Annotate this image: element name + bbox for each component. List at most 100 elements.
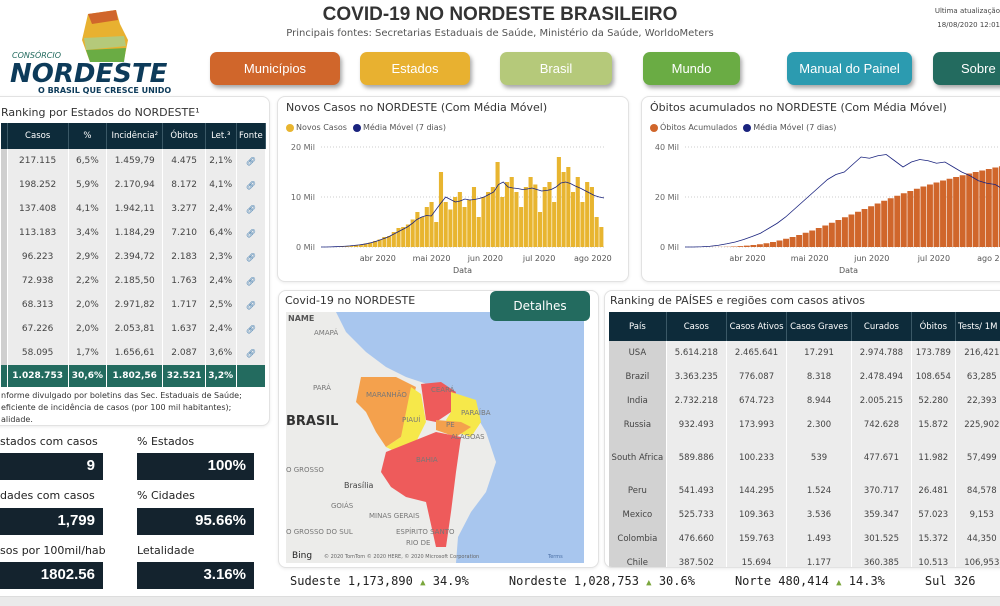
map-label: O GROSSO DO SUL	[286, 528, 353, 536]
map-label: GOIÁS	[331, 501, 354, 510]
map-label: PARAÍBA	[461, 408, 491, 417]
table-cell: 2.170,94	[106, 173, 164, 197]
bar	[391, 232, 396, 247]
x-tick-label: mai 2020	[791, 254, 829, 263]
kpi-label: sos por 100mil/hab	[0, 544, 106, 557]
table-cell: 173.993	[726, 413, 788, 437]
bar	[547, 182, 552, 247]
link-icon[interactable]: 🔗︎	[245, 204, 256, 214]
bar	[504, 182, 510, 247]
column-header[interactable]: Casos	[7, 123, 69, 149]
logo-top-text: CONSÓRCIO	[12, 49, 61, 60]
table-cell: 22,393	[955, 389, 1000, 413]
table-cell: 57.023	[911, 503, 956, 527]
bing-logo: Bing	[292, 551, 312, 561]
bar	[940, 180, 946, 247]
column-header[interactable]: Casos	[666, 312, 727, 341]
table-cell: 387.502	[666, 551, 727, 567]
bar	[519, 207, 524, 247]
table-cell: 1.459,79	[106, 149, 164, 173]
logo-main-text: NORDESTE	[10, 59, 168, 89]
column-header[interactable]: Fonte	[236, 123, 267, 149]
table-cell: 4.475	[162, 149, 206, 173]
table-cell: 742.628	[851, 413, 913, 437]
table-cell: 932.493	[666, 413, 727, 437]
table-cell: 2,3%	[205, 245, 237, 269]
table-cell: 63,285	[955, 365, 1000, 389]
table-cell: 2,1%	[205, 149, 237, 173]
bar	[523, 187, 528, 247]
table-cell: 2.732.218	[666, 389, 727, 413]
column-header[interactable]	[1, 123, 8, 149]
bar	[537, 212, 543, 247]
legend-item: Média Móvel (7 dias)	[743, 123, 836, 132]
column-header[interactable]: Casos Ativos	[726, 312, 788, 341]
nav-brasil-button[interactable]: Brasil	[500, 52, 612, 85]
bar	[528, 177, 533, 247]
column-header[interactable]: Tests/ 1M p	[955, 312, 1000, 341]
y-tick-label: 10 Mil	[291, 193, 315, 202]
table-cell: 57,499	[955, 437, 1000, 479]
link-icon[interactable]: 🔗︎	[245, 324, 256, 334]
nav-mundo-button[interactable]: Mundo	[643, 52, 740, 85]
logo-tagline: O BRASIL QUE CRESCE UNIDO	[38, 86, 171, 95]
details-button[interactable]: Detalhes	[490, 291, 590, 321]
map-label: RIO DE	[406, 539, 430, 547]
bar	[789, 237, 796, 247]
kpi-value: 3.16%	[137, 562, 254, 589]
table-row: South Africa 589.886 100.233 539 477.671 11.9…	[609, 437, 1000, 479]
table-cell: 2,4%	[205, 269, 237, 293]
link-icon[interactable]: 🔗︎	[245, 276, 256, 286]
x-tick-label: jul 2020	[917, 254, 950, 263]
column-header[interactable]: Incidência²	[106, 123, 164, 149]
bar	[770, 242, 776, 247]
footnote: eficiente de incidência de casos (por 10…	[1, 403, 232, 412]
table-cell: 84,578	[955, 479, 1000, 503]
table-cell: 10.513	[911, 551, 956, 567]
states-table: Casos% Incidência² Óbitos Let.³ Fonte 217.115…	[1, 123, 267, 387]
nav-municipios-button[interactable]: Municípios	[210, 52, 340, 85]
column-header[interactable]: Let.³	[205, 123, 237, 149]
link-icon[interactable]: 🔗︎	[245, 252, 256, 262]
kpi-value: 1802.56	[0, 562, 103, 589]
column-header[interactable]: %	[68, 123, 108, 149]
table-cell: 4,1%	[205, 173, 237, 197]
bar	[979, 170, 986, 247]
map-terms-link[interactable]: Terms	[547, 554, 563, 560]
map[interactable]: NAME AMAPÁ PARÁ BRASIL MARANHÃO CEARÁ PI…	[286, 312, 584, 563]
table-cell: 776.087	[726, 365, 788, 389]
page-subtitle: Principais fontes: Secretarias Estaduais…	[286, 28, 714, 39]
table-cell: 1.184,29	[106, 221, 164, 245]
bar	[913, 188, 920, 247]
map-label: CEARÁ	[431, 385, 455, 394]
nav-manual-button[interactable]: Manual do Painel	[787, 52, 912, 85]
y-tick-label: 0 Mil	[296, 243, 315, 252]
kpi-value: 95.66%	[137, 508, 254, 535]
link-icon[interactable]: 🔗︎	[245, 300, 256, 310]
nav-sobre-button[interactable]: Sobre	[933, 52, 1000, 85]
ticker-item: Sudeste 1,173,890 ▲ 34.9%	[290, 574, 469, 588]
column-header[interactable]: Óbitos	[911, 312, 956, 341]
table-cell: 2.053,81	[106, 317, 164, 341]
bar	[599, 227, 604, 247]
map-label: PARÁ	[313, 383, 331, 392]
x-tick-label: mai 2020	[413, 254, 451, 263]
nav-estados-button[interactable]: Estados	[360, 52, 470, 85]
link-icon[interactable]: 🔗︎	[245, 228, 256, 238]
bar	[730, 246, 737, 247]
link-icon[interactable]: 🔗︎	[245, 156, 256, 166]
column-header[interactable]: Casos Graves	[786, 312, 852, 341]
column-header[interactable]: Óbitos	[162, 123, 206, 149]
table-cell: 1.763	[162, 269, 206, 293]
column-header[interactable]: Curados	[851, 312, 913, 341]
link-icon[interactable]: 🔗︎	[245, 348, 256, 358]
table-cell: Colombia	[609, 527, 667, 551]
chart-legend: Óbitos Acumulados Média Móvel (7 dias)	[650, 123, 836, 132]
table-cell: 106,953	[955, 551, 1000, 567]
link-icon[interactable]: 🔗︎	[245, 180, 256, 190]
ticker-pct: 14.3%	[848, 574, 885, 588]
column-header[interactable]: País	[609, 312, 667, 341]
kpi-label: Letalidade	[137, 544, 195, 557]
y-tick-label: 0 Mil	[660, 243, 679, 252]
bar	[763, 243, 770, 247]
